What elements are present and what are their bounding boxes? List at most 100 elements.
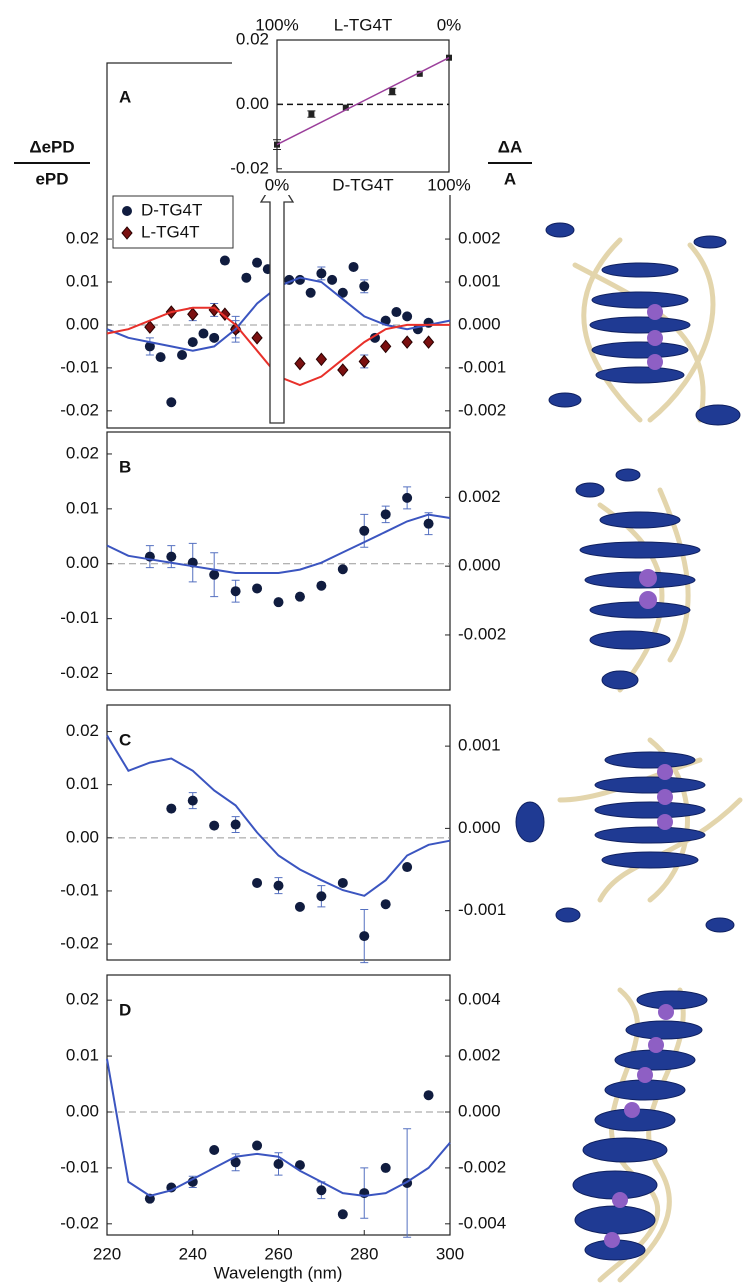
y-tick-label: 0.02 — [236, 29, 269, 48]
arrow — [259, 174, 295, 424]
data-point — [380, 899, 391, 910]
plot-frame — [106, 704, 451, 961]
y-tick-label: 0.01 — [66, 271, 99, 290]
curve — [276, 57, 450, 146]
panel-label: C — [119, 730, 131, 749]
y2-tick-label: 0.000 — [458, 1101, 501, 1120]
data-point — [402, 311, 413, 322]
legend-box — [112, 195, 234, 249]
data-point — [230, 1157, 241, 1168]
panel-label: D — [119, 1000, 131, 1019]
data-point — [402, 862, 413, 873]
y-tick-label: -0.02 — [230, 158, 269, 177]
data-point — [209, 1145, 220, 1156]
curve — [106, 734, 451, 897]
right-axis-title: A — [504, 169, 516, 188]
data-point — [337, 564, 348, 575]
data-point — [423, 518, 434, 529]
y-tick-label: 0.01 — [66, 774, 99, 793]
data-point — [294, 591, 305, 602]
data-point — [273, 1158, 284, 1169]
data-point — [401, 335, 413, 349]
data-point — [348, 261, 359, 272]
data-point — [198, 328, 209, 339]
y-tick-label: -0.01 — [60, 357, 99, 376]
y-tick-label: 0.02 — [66, 229, 99, 248]
data-point — [187, 307, 199, 321]
data-point — [166, 803, 177, 814]
y2-tick-label: 0.000 — [458, 818, 501, 837]
x2-tick-label: 100% — [255, 15, 298, 34]
x2-tick-label: 0% — [437, 15, 462, 34]
structure-d — [572, 987, 708, 1283]
y-tick-label: 0.02 — [66, 721, 99, 740]
plot-frame — [106, 974, 451, 1236]
x-tick-label: 260 — [264, 1244, 292, 1263]
data-point — [251, 331, 263, 345]
y-tick-label: 0.00 — [66, 553, 99, 572]
y2-tick-label: -0.002 — [458, 624, 506, 643]
data-point — [402, 492, 413, 503]
data-point — [209, 569, 220, 580]
x-tick-label: 100% — [427, 175, 470, 194]
y-tick-label: -0.02 — [60, 400, 99, 419]
data-point — [327, 274, 338, 285]
left-axis-title: ΔePD — [29, 137, 74, 156]
panel-label: A — [119, 87, 131, 106]
data-point — [230, 586, 241, 597]
data-point — [316, 891, 327, 902]
data-point — [209, 820, 220, 831]
data-point — [187, 795, 198, 806]
panel-label: B — [119, 457, 131, 476]
y-tick-label: -0.02 — [60, 663, 99, 682]
y2-tick-label: 0.001 — [458, 271, 501, 290]
data-point — [337, 363, 349, 377]
y2-tick-label: -0.002 — [458, 400, 506, 419]
structure-b — [575, 468, 701, 693]
legend-label: D-TG4T — [141, 200, 202, 219]
data-point — [273, 597, 284, 608]
data-point — [416, 70, 423, 77]
data-point — [122, 206, 132, 216]
y-tick-label: -0.01 — [60, 608, 99, 627]
data-point — [166, 551, 177, 562]
data-point — [358, 354, 370, 369]
data-point — [121, 226, 133, 240]
y-tick-label: -0.02 — [60, 934, 99, 953]
y-tick-label: 0.00 — [66, 1101, 99, 1120]
data-point — [423, 1090, 434, 1101]
y-tick-label: 0.00 — [66, 314, 99, 333]
data-point — [274, 141, 280, 148]
data-point — [230, 819, 241, 830]
data-point — [252, 877, 263, 888]
y-tick-label: 0.01 — [66, 1046, 99, 1065]
data-point — [209, 332, 220, 343]
structure-c — [515, 737, 743, 933]
y2-tick-label: 0.001 — [458, 736, 501, 755]
x-axis-label: D-TG4T — [332, 175, 393, 194]
y2-tick-label: 0.002 — [458, 1046, 501, 1065]
data-point — [294, 1160, 305, 1171]
data-point — [389, 88, 396, 95]
data-point — [177, 350, 188, 360]
y2-tick-label: -0.001 — [458, 900, 506, 919]
y-tick-label: -0.01 — [60, 1157, 99, 1176]
plot-frame — [106, 431, 451, 691]
data-point — [422, 335, 435, 349]
data-point — [380, 1162, 391, 1173]
right-axis-title: ΔA — [498, 137, 523, 156]
x-tick-label: 220 — [93, 1244, 121, 1263]
data-point — [380, 339, 392, 354]
x-tick-label: 300 — [436, 1244, 464, 1263]
structure-a — [545, 222, 741, 426]
y2-tick-label: -0.001 — [458, 357, 506, 376]
y-tick-label: -0.01 — [60, 880, 99, 899]
data-point — [187, 337, 198, 348]
y-tick-label: 0.01 — [66, 498, 99, 517]
data-point — [337, 1209, 348, 1220]
y2-tick-label: 0.004 — [458, 990, 501, 1009]
y-tick-label: 0.00 — [66, 827, 99, 846]
x2-axis-label: L-TG4T — [334, 15, 393, 34]
data-point — [316, 268, 327, 279]
y-tick-label: 0.02 — [66, 990, 99, 1009]
